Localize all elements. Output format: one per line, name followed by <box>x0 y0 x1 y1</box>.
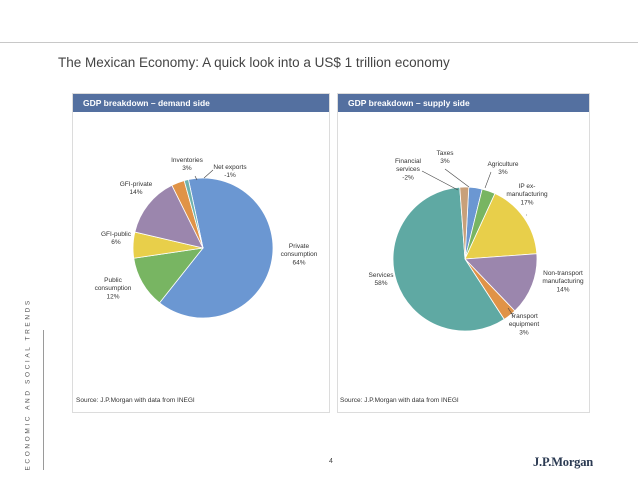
slice-label: Inventories 3% <box>171 157 204 172</box>
slice-label: Transport equipment 3% <box>509 313 540 336</box>
sidebar: ECONOMIC AND SOCIAL TRENDS <box>20 298 36 475</box>
sidebar-label: ECONOMIC AND SOCIAL TRENDS <box>24 298 32 471</box>
leader-line <box>507 307 515 318</box>
demand-chart-source: Source: J.P.Morgan with data from INEGI <box>76 397 195 404</box>
jpmorgan-logo: J.P.Morgan <box>533 455 594 469</box>
pie-slice <box>464 193 538 260</box>
sidebar-divider <box>43 330 44 470</box>
slice-label: Agriculture 3% <box>487 161 518 176</box>
pie-slice <box>183 179 204 249</box>
slice-label: Taxes 3% <box>437 150 455 165</box>
slice-label: IP ex-manufacturing 17% <box>506 183 548 206</box>
slice-label: Net exports -1% <box>213 164 247 179</box>
demand-chart-panel: GDP breakdown – demand side Private consu… <box>72 93 330 413</box>
leader-line <box>484 171 492 189</box>
supply-chart-title: GDP breakdown – supply side <box>338 94 589 112</box>
slice-label: Services 58% <box>369 272 395 287</box>
slice-label: GFI-public 6% <box>101 231 132 246</box>
demand-chart-body: Private consumption 64% Public consumption 12… <box>73 112 329 412</box>
page-number: 4 <box>329 458 333 465</box>
supply-pie-chart: Taxes 3% Agriculture 3% IP ex-manufacturing 1… <box>369 150 584 336</box>
supply-chart-source: Source: J.P.Morgan with data from INEGI <box>340 397 459 404</box>
leader-line <box>194 175 198 181</box>
slice-label: Financial services -2% <box>395 158 422 181</box>
supply-chart-panel: GDP breakdown – supply side Taxes 3% Agric… <box>337 93 590 413</box>
demand-pie-chart: Private consumption 64% Public consumption 12… <box>95 157 318 319</box>
slice-label: GFI-private 14% <box>120 181 153 196</box>
pie-slice <box>158 177 274 319</box>
slice-label: Public consumption 12% <box>95 277 132 300</box>
leader-line <box>203 169 214 179</box>
pie-slice <box>392 186 505 332</box>
page-title: The Mexican Economy: A quick look into a… <box>58 55 450 70</box>
leader-line <box>421 170 459 191</box>
pie-slice <box>134 184 204 249</box>
slice-label: Private consumption 64% <box>281 243 318 266</box>
supply-chart-body: Taxes 3% Agriculture 3% IP ex-manufacturing 1… <box>338 112 589 412</box>
pie-slice <box>464 253 538 312</box>
demand-chart-title: GDP breakdown – demand side <box>73 94 329 112</box>
slice-label: Non-transport manufacturing 14% <box>542 270 584 293</box>
leader-line <box>444 168 470 188</box>
top-divider <box>0 42 638 43</box>
